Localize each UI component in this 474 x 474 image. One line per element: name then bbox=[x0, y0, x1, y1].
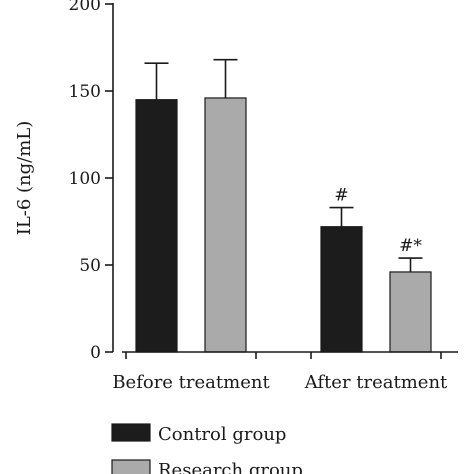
legend-swatch-0 bbox=[111, 423, 151, 442]
y-tick-label: 150 bbox=[69, 82, 101, 102]
error-bars bbox=[144, 58, 423, 272]
legend-label-0: Control group bbox=[158, 424, 286, 445]
significance-marker: #* bbox=[399, 236, 422, 256]
bar-0-0 bbox=[135, 99, 178, 353]
significance-marker: # bbox=[334, 186, 348, 206]
y-axis-ticks: 0 50 100 150 200 bbox=[69, 0, 113, 363]
y-tick-label: 0 bbox=[90, 343, 101, 363]
y-tick-label: 100 bbox=[69, 169, 101, 189]
bars bbox=[135, 97, 432, 353]
legend: Control group Research group bbox=[111, 423, 303, 474]
bar-1-1 bbox=[389, 271, 432, 353]
bar-1-0 bbox=[320, 226, 363, 353]
x-axis-ticks bbox=[125, 352, 442, 359]
x-category-label: After treatment bbox=[304, 372, 448, 393]
legend-label-1: Research group bbox=[158, 460, 303, 474]
bar-0-1 bbox=[204, 97, 247, 353]
x-category-label: Before treatment bbox=[112, 372, 270, 393]
y-axis-title: IL-6 (ng/mL) bbox=[14, 121, 35, 236]
significance-markers: # #* bbox=[334, 186, 422, 256]
y-tick-label: 50 bbox=[79, 256, 101, 276]
y-tick-label: 200 bbox=[69, 0, 101, 15]
legend-swatch-1 bbox=[111, 459, 151, 474]
x-axis-category-labels: Before treatment After treatment bbox=[112, 372, 448, 393]
